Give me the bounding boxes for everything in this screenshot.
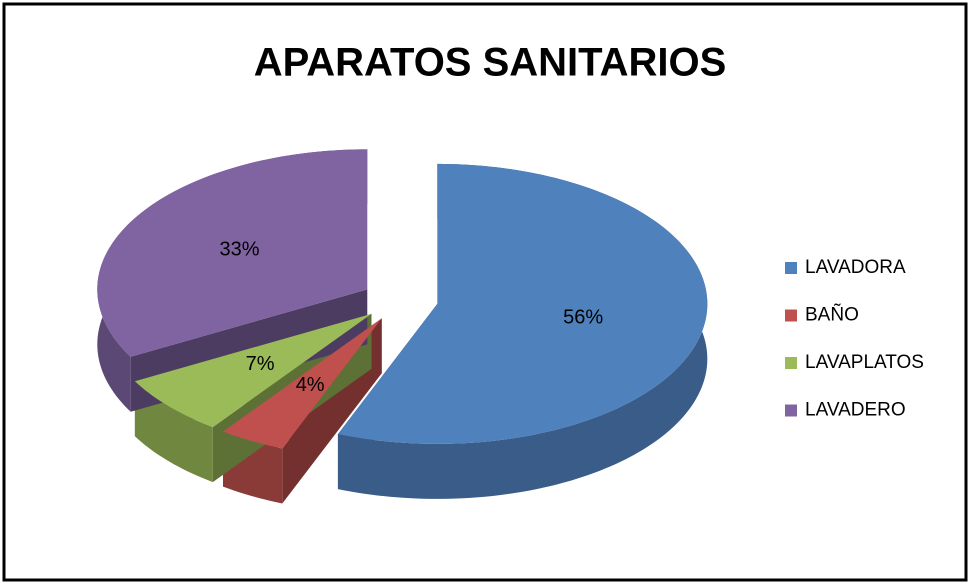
pie-slice — [222, 318, 382, 449]
pie-slice — [97, 149, 368, 357]
legend-swatch — [785, 262, 797, 274]
slice-side — [134, 381, 213, 483]
legend-swatch — [785, 309, 797, 322]
data-label: 4% — [296, 374, 325, 396]
legend-label: BAÑO — [805, 304, 859, 326]
pie-slice — [134, 313, 372, 428]
legend-swatch — [785, 404, 797, 417]
legend-label: LAVADORA — [805, 257, 906, 278]
data-label: 7% — [246, 353, 275, 375]
legend-swatch — [785, 357, 797, 369]
legend-label: LAVADERO — [805, 400, 906, 421]
chart-title: APARATOS SANITARIOS — [254, 41, 727, 85]
pie-slice — [337, 163, 708, 444]
legend-label: LAVAPLATOS — [805, 352, 924, 373]
data-label: 33% — [219, 238, 259, 260]
data-label: 56% — [563, 307, 603, 329]
